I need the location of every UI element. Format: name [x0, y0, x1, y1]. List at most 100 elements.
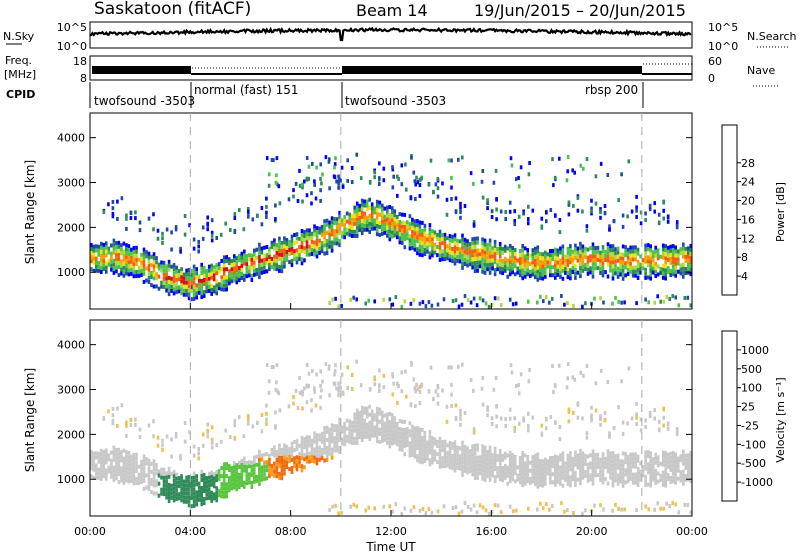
power-cell: [689, 264, 693, 269]
power-cell: [152, 256, 156, 261]
velocity-cell: [561, 475, 565, 480]
power-cell: [624, 245, 627, 250]
velocity-cell: [665, 501, 668, 506]
velocity-cell: [130, 454, 133, 459]
power-cell: [338, 243, 341, 248]
power-cell: [414, 182, 417, 187]
velocity-cell: [195, 474, 198, 479]
velocity-cell: [152, 463, 156, 468]
power-cell: [117, 256, 121, 261]
velocity-cell: [651, 457, 655, 462]
velocity-cell: [120, 454, 123, 459]
velocity-cell: [115, 448, 118, 452]
power-cell: [107, 250, 111, 255]
power-cell: [471, 265, 474, 270]
power-cell: [564, 266, 567, 271]
velocity-cell: [300, 464, 304, 469]
power-cell: [378, 220, 382, 225]
power-cell: [501, 250, 504, 255]
velocity-cell: [656, 463, 660, 468]
velocity-cell: [596, 460, 600, 465]
power-cell: [230, 267, 234, 272]
power-cell: [233, 212, 237, 217]
velocity-cell: [496, 466, 499, 471]
velocity-cell: [469, 378, 473, 383]
power-cell: [278, 244, 281, 249]
velocity-cell: [581, 416, 584, 421]
velocity-cell: [491, 469, 494, 474]
power-cell: [381, 223, 384, 228]
velocity-cell: [152, 479, 156, 484]
power-cell: [554, 259, 557, 264]
velocity-cell: [649, 455, 652, 460]
velocity-cell: [536, 480, 540, 485]
velocity-cell: [258, 466, 261, 470]
velocity-cell: [629, 472, 632, 477]
power-cell: [235, 264, 239, 269]
velocity-cell: [451, 466, 454, 471]
velocity-cell: [187, 487, 191, 492]
velocity-cell: [443, 452, 447, 456]
power-cell: [187, 288, 191, 293]
power-cell: [662, 216, 665, 221]
power-cell: [463, 245, 467, 250]
velocity-cell: [572, 410, 575, 415]
velocity-cell: [664, 483, 667, 488]
velocity-cell: [95, 463, 98, 468]
velocity-cell: [620, 507, 623, 512]
power-cell: [172, 279, 176, 284]
velocity-cell: [327, 366, 331, 371]
velocity-cell: [516, 465, 519, 470]
power-cell: [664, 276, 667, 281]
power-cell: [294, 181, 298, 186]
velocity-cell: [355, 440, 359, 445]
power-cell: [566, 301, 569, 305]
velocity-cell: [381, 438, 384, 443]
power-cell: [599, 209, 602, 214]
power-cell: [360, 214, 364, 219]
velocity-cell: [324, 362, 328, 367]
velocity-cell: [100, 477, 103, 481]
velocity-cell: [621, 471, 625, 476]
velocity-cell: [145, 457, 148, 462]
power-cell: [544, 258, 547, 263]
velocity-cell: [270, 464, 274, 468]
velocity-cell: [508, 455, 512, 459]
velocity-cell: [669, 480, 672, 484]
velocity-cell: [307, 371, 311, 376]
power-cell: [654, 245, 657, 250]
velocity-cell: [584, 474, 587, 478]
velocity-cell: [120, 458, 123, 463]
power-cell: [624, 253, 627, 258]
velocity-cell: [666, 464, 670, 469]
velocity-cell: [671, 475, 675, 480]
power-cell: [343, 215, 346, 220]
power-cell: [170, 284, 173, 289]
velocity-cell: [265, 476, 269, 481]
velocity-cell: [601, 464, 605, 469]
velocity-cell: [110, 450, 113, 455]
colorbar-tick-label: 8: [741, 251, 748, 264]
power-cell: [646, 243, 650, 248]
power-cell: [248, 253, 251, 258]
power-cell: [345, 231, 349, 236]
velocity-cell: [488, 453, 492, 458]
power-cell: [111, 214, 115, 219]
power-cell: [292, 188, 295, 193]
velocity-cell: [589, 473, 592, 478]
power-cell: [396, 223, 399, 228]
velocity-cell: [255, 454, 259, 459]
power-cell: [554, 267, 557, 272]
velocity-cell: [315, 441, 319, 446]
velocity-cell: [365, 414, 369, 419]
power-cell: [549, 208, 553, 212]
power-cell: [611, 268, 615, 273]
velocity-cell: [180, 490, 183, 495]
power-cell: [275, 255, 279, 260]
power-cell: [689, 247, 693, 252]
velocity-cell: [431, 456, 434, 461]
velocity-cell: [333, 372, 336, 377]
velocity-cell: [125, 423, 128, 428]
velocity-cell: [594, 461, 597, 466]
